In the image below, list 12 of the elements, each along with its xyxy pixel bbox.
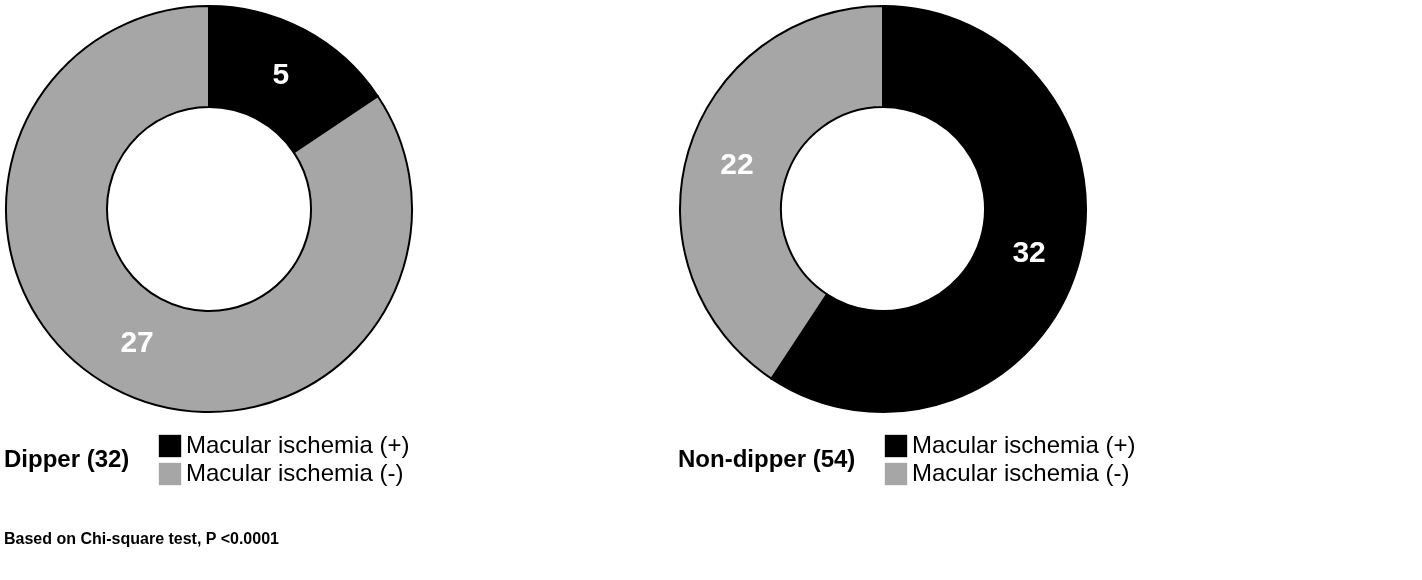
- text: Based on Chi-square test, P <0.0001: [4, 530, 280, 547]
- data-label: 22: [720, 147, 754, 181]
- legend-label: Macular ischemia (+): [186, 431, 410, 458]
- legend-label: Macular ischemia (+): [912, 431, 1136, 458]
- data-label: 5: [272, 56, 290, 90]
- donut-slice: [5, 5, 413, 413]
- data-label: 32: [1012, 234, 1046, 268]
- legend-label: Macular ischemia (-): [912, 459, 1130, 486]
- legend-label: Macular ischemia (-): [186, 459, 404, 486]
- text: Non-dipper (54): [678, 445, 856, 472]
- data-label: 27: [120, 325, 154, 359]
- text: Dipper (32): [4, 445, 130, 472]
